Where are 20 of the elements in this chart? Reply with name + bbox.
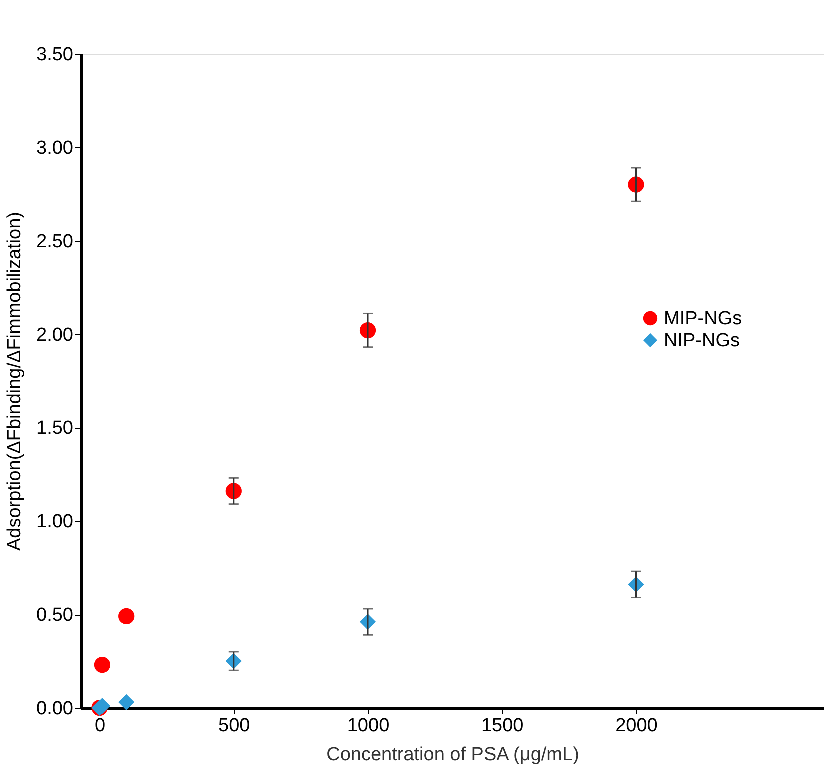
y-tick-label: 2.50 bbox=[36, 231, 74, 252]
y-tick-label: 3.50 bbox=[36, 44, 74, 66]
y-tick-label: 0.00 bbox=[36, 698, 74, 720]
x-tick-label: 0 bbox=[94, 716, 106, 736]
point bbox=[94, 656, 111, 674]
y-tick-label: 3.00 bbox=[36, 138, 74, 159]
x-tick-label: 1000 bbox=[347, 716, 390, 736]
point bbox=[118, 694, 135, 710]
y-tick-label: 1.00 bbox=[36, 512, 74, 533]
legend-label: NIP-NGs bbox=[664, 330, 740, 352]
x-tick-label: 2000 bbox=[616, 716, 658, 736]
x-axis-title: Concentration of PSA (μg/mL) bbox=[326, 744, 580, 766]
legend-label: MIP-NGs bbox=[664, 308, 742, 330]
x-tick-label: 500 bbox=[218, 716, 250, 736]
y-tick-label: 1.50 bbox=[36, 418, 74, 440]
y-axis-title: Adsorption(ΔFbinding/ΔFimmobilization) bbox=[4, 212, 26, 552]
point bbox=[118, 608, 135, 624]
y-tick-label: 0.50 bbox=[36, 605, 74, 626]
x-tick-label: 1500 bbox=[481, 716, 524, 736]
y-tick-label: 2.00 bbox=[36, 324, 74, 346]
